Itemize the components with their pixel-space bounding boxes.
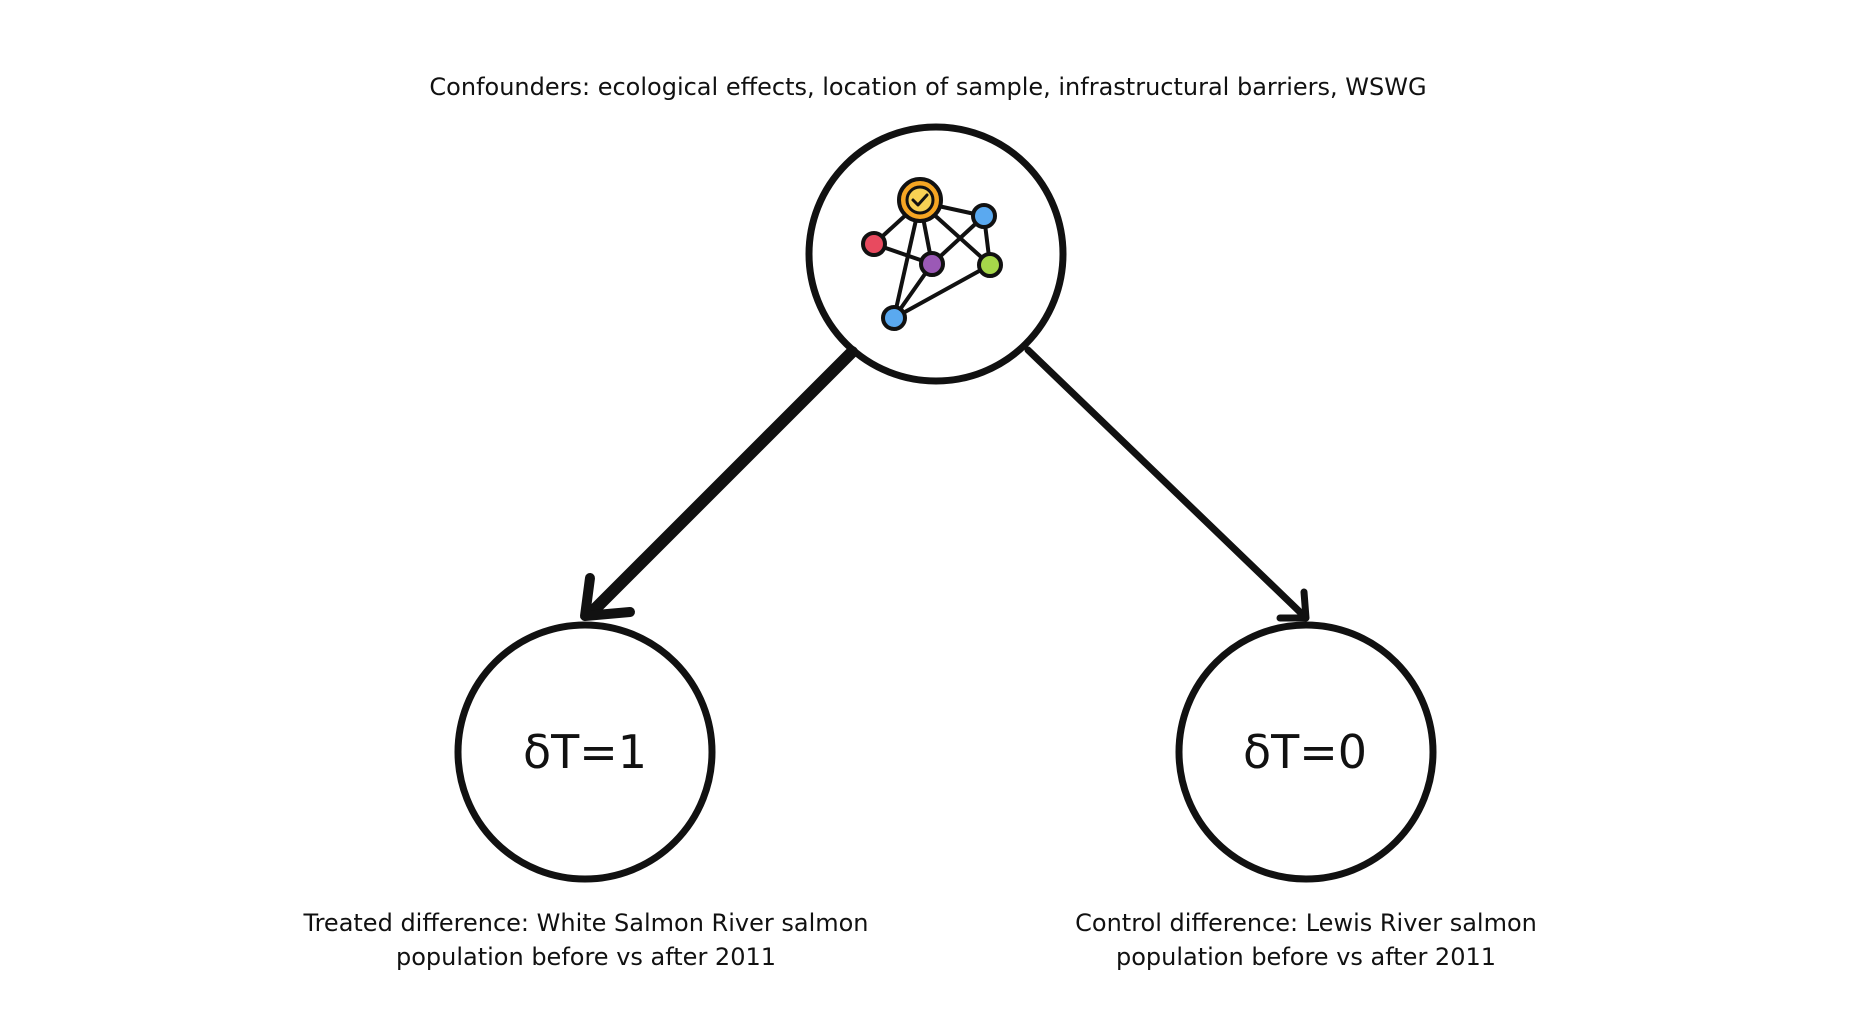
blue-node-top	[971, 203, 997, 229]
red-node	[861, 231, 887, 257]
network-icon	[861, 177, 1003, 331]
treated-node-label: δT=1	[522, 725, 648, 779]
control-node	[1175, 621, 1437, 883]
green-node	[977, 252, 1003, 278]
treated-caption-line1: Treated difference: White Salmon River s…	[303, 909, 869, 937]
control-caption-line2: population before vs after 2011	[1115, 943, 1497, 971]
treated-caption-line2: population before vs after 2011	[395, 943, 777, 971]
arrow-to-control	[1024, 346, 1310, 622]
purple-node	[919, 251, 945, 277]
treated-node	[454, 621, 716, 883]
control-caption: Control difference: Lewis River salmon p…	[926, 906, 1686, 974]
confounders-label: Confounders: ecological effects, locatio…	[429, 73, 1427, 101]
control-caption-line1: Control difference: Lewis River salmon	[1075, 909, 1537, 937]
treated-caption: Treated difference: White Salmon River s…	[206, 906, 966, 974]
arrow-to-treated	[580, 346, 858, 621]
control-node-label: δT=0	[1242, 725, 1368, 779]
blue-node-bottom	[881, 305, 907, 331]
